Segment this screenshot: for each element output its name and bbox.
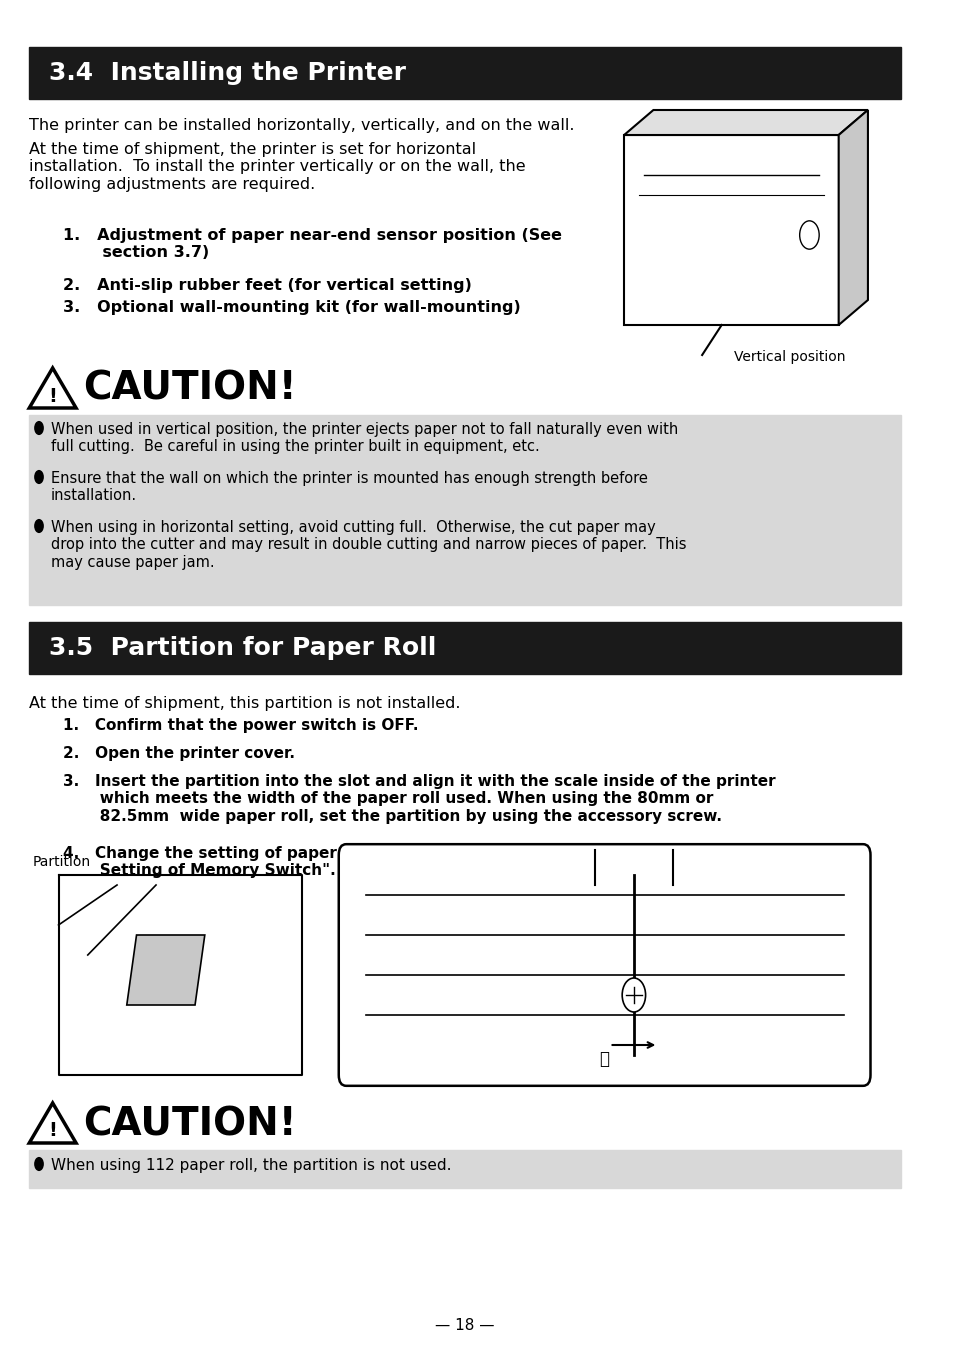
Circle shape [799,220,819,249]
Text: 1.   Confirm that the power switch is OFF.: 1. Confirm that the power switch is OFF. [63,718,418,733]
Text: !: ! [49,387,57,406]
Text: 1.   Adjustment of paper near-end sensor position (See
       section 3.7): 1. Adjustment of paper near-end sensor p… [63,228,562,261]
Text: 3.4  Installing the Printer: 3.4 Installing the Printer [49,61,405,85]
Text: 2.   Anti-slip rubber feet (for vertical setting): 2. Anti-slip rubber feet (for vertical s… [63,279,472,293]
Text: Vertical position: Vertical position [734,350,844,364]
Circle shape [34,470,44,484]
Bar [30,47,901,99]
Text: Ensure that the wall on which the printer is mounted has enough strength before
: Ensure that the wall on which the printe… [51,470,647,503]
Text: 3.5  Partition for Paper Roll: 3.5 Partition for Paper Roll [49,635,436,660]
Text: When used in vertical position, the printer ejects paper not to fall naturally e: When used in vertical position, the prin… [51,422,678,454]
Text: 3.   Insert the partition into the slot and align it with the scale inside of th: 3. Insert the partition into the slot an… [63,773,775,823]
Text: When using 112 paper roll, the partition is not used.: When using 112 paper roll, the partition… [51,1159,451,1174]
Text: — 18 —: — 18 — [435,1318,495,1333]
Polygon shape [127,936,205,1005]
FancyBboxPatch shape [338,844,869,1086]
Text: When using in horizontal setting, avoid cutting full.  Otherwise, the cut paper : When using in horizontal setting, avoid … [51,521,685,569]
Text: Partition: Partition [32,854,91,869]
Text: ⏻: ⏻ [599,1051,609,1068]
Polygon shape [838,110,867,324]
Bar [30,622,901,675]
Text: 4.   Change the setting of paper width by reffering to the section 5.2, "Manual
: 4. Change the setting of paper width by … [63,846,736,879]
Polygon shape [30,1103,76,1142]
Circle shape [34,420,44,435]
Polygon shape [30,368,76,408]
Text: At the time of shipment, this partition is not installed.: At the time of shipment, this partition … [30,696,460,711]
Bar [30,415,901,604]
Polygon shape [623,110,867,135]
Text: At the time of shipment, the printer is set for horizontal
installation.  To ins: At the time of shipment, the printer is … [30,142,525,192]
Text: CAUTION!: CAUTION! [83,370,296,408]
Circle shape [34,519,44,533]
Text: The printer can be installed horizontally, vertically, and on the wall.: The printer can be installed horizontall… [30,118,574,132]
Text: 2.   Open the printer cover.: 2. Open the printer cover. [63,746,295,761]
Text: !: ! [49,1122,57,1141]
Circle shape [34,1157,44,1171]
Text: CAUTION!: CAUTION! [83,1105,296,1142]
Text: 3.   Optional wall-mounting kit (for wall-mounting): 3. Optional wall-mounting kit (for wall-… [63,300,520,315]
FancyBboxPatch shape [623,135,838,324]
Bar [30,1151,901,1188]
Circle shape [621,977,645,1013]
